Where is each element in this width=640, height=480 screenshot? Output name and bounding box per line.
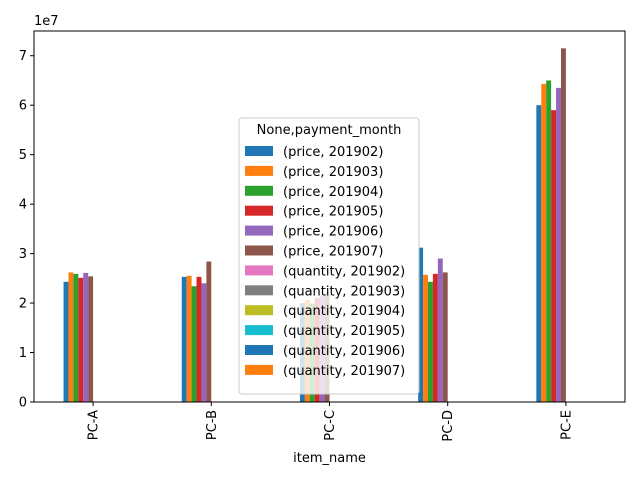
- bar-PC-D-series-4: [437, 258, 443, 402]
- legend-title: None,payment_month: [257, 123, 402, 138]
- x-axis-label: item_name: [293, 451, 366, 466]
- bar-PC-B-series-1: [186, 275, 192, 402]
- legend-box: [238, 117, 420, 395]
- y-tick-label: 5: [19, 148, 27, 163]
- legend-label: (price, 201905): [283, 205, 383, 220]
- legend-label: (price, 201904): [283, 185, 383, 200]
- y-tick-label: 4: [19, 198, 27, 213]
- bar-PC-B-series-5: [206, 261, 212, 402]
- bars-group: [63, 48, 566, 403]
- bar-PC-E-series-2: [546, 80, 552, 402]
- legend-label: (quantity, 201904): [283, 304, 405, 319]
- legend-label: (quantity, 201902): [283, 264, 405, 279]
- y-offset-label: 1e7: [34, 14, 59, 29]
- bar-PC-E-series-5: [560, 48, 566, 403]
- x-tick-label: PC-C: [323, 410, 338, 441]
- legend-label: (quantity, 201906): [283, 344, 405, 359]
- legend-swatch: [245, 265, 273, 276]
- legend-swatch: [245, 305, 273, 316]
- bar-PC-E-series-3: [551, 110, 557, 403]
- legend-label: (price, 201907): [283, 245, 383, 260]
- bar-PC-D-series-3: [432, 273, 438, 402]
- y-tick-label: 6: [19, 99, 27, 114]
- bar-PC-B-series-0: [181, 276, 187, 402]
- bar-PC-E-series-4: [556, 87, 561, 402]
- legend: None,payment_month (price, 201902)(price…: [238, 117, 420, 395]
- legend-swatch: [245, 225, 273, 236]
- x-axis: PC-A PC-B PC-C PC-D PC-E: [87, 402, 574, 442]
- bar-PC-A-series-4: [83, 272, 89, 402]
- legend-swatch: [245, 146, 273, 156]
- legend-swatch: [245, 325, 273, 336]
- legend-label: (quantity, 201905): [283, 324, 405, 339]
- legend-items: (price, 201902) (price, 201903) (price, 20…: [245, 145, 405, 379]
- y-tick-label: 1: [19, 346, 27, 361]
- bar-PC-B-series-2: [191, 286, 197, 402]
- y-axis: 0 1 2 3 4 5 6 7: [19, 49, 34, 411]
- legend-label: (price, 201906): [283, 225, 383, 240]
- x-tick-label: PC-E: [559, 410, 574, 440]
- legend-label: (price, 201903): [283, 165, 383, 180]
- legend-swatch: [245, 345, 273, 355]
- legend-label: (quantity, 201907): [283, 364, 405, 379]
- x-tick-label: PC-D: [441, 410, 456, 442]
- bar-PC-D-series-2: [428, 281, 433, 402]
- legend-label: (quantity, 201903): [283, 284, 405, 299]
- y-tick-label: 3: [19, 247, 27, 262]
- legend-swatch: [245, 285, 273, 296]
- bar-PC-B-series-4: [201, 283, 207, 402]
- bar-PC-A-series-3: [78, 277, 84, 402]
- bar-PC-B-series-3: [196, 276, 202, 402]
- bar-PC-A-series-1: [68, 272, 74, 402]
- bar-PC-E-series-1: [541, 83, 547, 403]
- bar-PC-E-series-0: [536, 105, 542, 402]
- y-tick-label: 0: [19, 396, 27, 411]
- legend-swatch: [245, 245, 273, 256]
- y-tick-label: 7: [19, 49, 27, 64]
- legend-swatch: [245, 185, 273, 196]
- bar-PC-D-series-0: [418, 247, 424, 402]
- bar-PC-D-series-5: [442, 272, 448, 402]
- legend-label: (price, 201902): [283, 145, 383, 160]
- bar-PC-A-series-5: [88, 276, 94, 402]
- x-tick-label: PC-B: [205, 410, 220, 440]
- bar-PC-D-series-1: [423, 274, 428, 402]
- bar-PC-A-series-0: [63, 281, 69, 402]
- y-tick-label: 2: [19, 297, 27, 312]
- legend-swatch: [245, 364, 273, 375]
- legend-swatch: [245, 205, 273, 216]
- x-tick-label: PC-A: [87, 410, 102, 440]
- bar-PC-A-series-2: [73, 273, 79, 402]
- legend-swatch: [245, 165, 273, 176]
